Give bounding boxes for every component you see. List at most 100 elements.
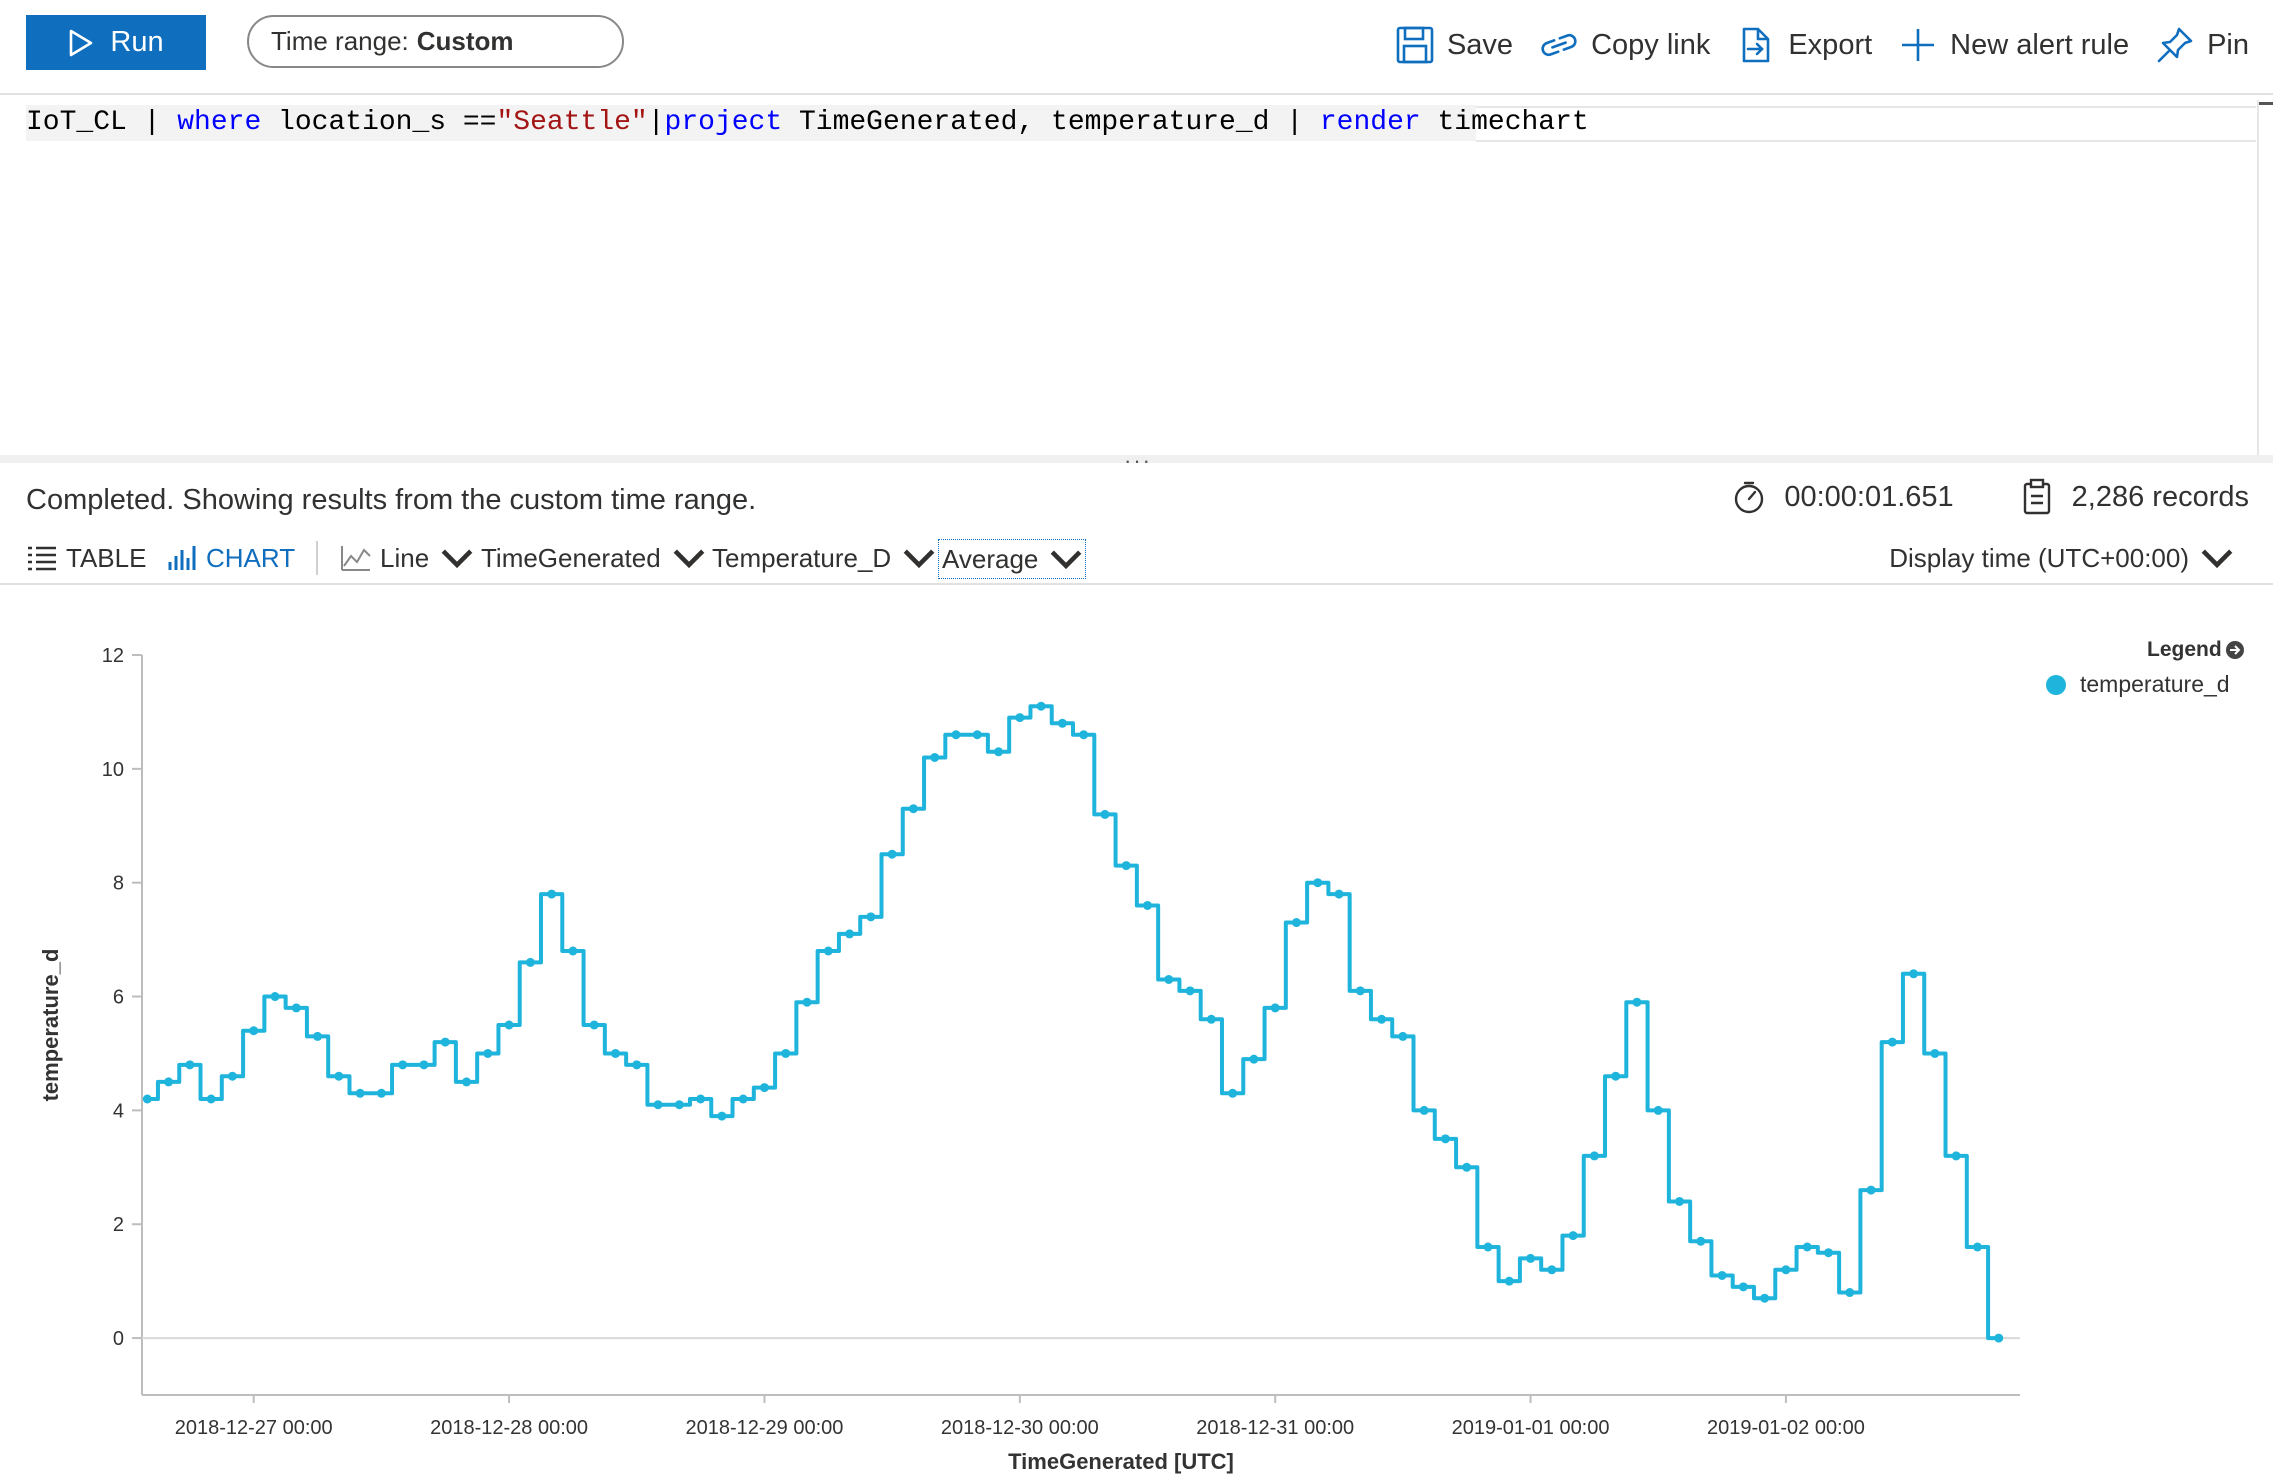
data-point[interactable] (1802, 1242, 1812, 1252)
data-point[interactable] (270, 992, 280, 1002)
data-point[interactable] (1419, 1105, 1429, 1115)
data-point[interactable] (547, 889, 557, 899)
x-column-dropdown[interactable]: TimeGenerated (481, 539, 705, 577)
data-point[interactable] (696, 1094, 706, 1104)
data-point[interactable] (738, 1094, 748, 1104)
data-point[interactable] (249, 1026, 259, 1036)
data-point[interactable] (1015, 713, 1025, 723)
data-point[interactable] (1547, 1265, 1557, 1275)
data-point[interactable] (1249, 1054, 1259, 1064)
series-line-temperature_d[interactable] (147, 704, 1999, 1341)
data-point[interactable] (1185, 986, 1195, 996)
data-point[interactable] (930, 752, 940, 762)
data-point[interactable] (1930, 1048, 1940, 1058)
data-point[interactable] (845, 929, 855, 939)
data-point[interactable] (1462, 1162, 1472, 1172)
chart-type-dropdown[interactable]: Line (340, 539, 473, 577)
data-point[interactable] (1036, 701, 1046, 711)
query-editor[interactable] (0, 95, 2273, 457)
data-point[interactable] (589, 1020, 599, 1030)
data-point[interactable] (1398, 1031, 1408, 1041)
data-point[interactable] (1504, 1276, 1514, 1286)
data-point[interactable] (525, 957, 535, 967)
data-point[interactable] (1270, 1003, 1280, 1013)
data-point[interactable] (355, 1088, 365, 1098)
data-point[interactable] (781, 1048, 791, 1058)
new-alert-rule-button[interactable]: New alert rule (1898, 25, 2129, 65)
data-point[interactable] (483, 1048, 493, 1058)
data-point[interactable] (568, 946, 578, 956)
data-point[interactable] (376, 1088, 386, 1098)
editor-scrollbar[interactable] (2257, 100, 2273, 455)
data-point[interactable] (1334, 889, 1344, 899)
data-point[interactable] (994, 747, 1004, 757)
data-point[interactable] (1121, 861, 1131, 871)
data-point[interactable] (1760, 1293, 1770, 1303)
data-point[interactable] (1100, 809, 1110, 819)
data-point[interactable] (887, 849, 897, 859)
data-point[interactable] (951, 730, 961, 740)
copy-link-button[interactable]: Copy link (1539, 25, 1710, 65)
data-point[interactable] (1291, 918, 1301, 928)
data-point[interactable] (1313, 878, 1323, 888)
data-point[interactable] (632, 1060, 642, 1070)
data-point[interactable] (1440, 1134, 1450, 1144)
export-button[interactable]: Export (1736, 25, 1872, 65)
data-point[interactable] (291, 1003, 301, 1013)
data-point[interactable] (1845, 1288, 1855, 1298)
y-column-dropdown[interactable]: Temperature_D (712, 539, 935, 577)
data-point[interactable] (227, 1071, 237, 1081)
data-point[interactable] (1696, 1236, 1706, 1246)
data-point[interactable] (1079, 730, 1089, 740)
tab-chart[interactable]: CHART (166, 539, 295, 577)
data-point[interactable] (1143, 900, 1153, 910)
data-point[interactable] (1653, 1105, 1663, 1115)
data-point[interactable] (504, 1020, 514, 1030)
data-point[interactable] (1377, 1014, 1387, 1024)
data-point[interactable] (1483, 1242, 1493, 1252)
data-point[interactable] (440, 1037, 450, 1047)
legend-toggle[interactable]: Legend (2147, 638, 2245, 662)
data-point[interactable] (1781, 1265, 1791, 1275)
data-point[interactable] (1526, 1253, 1536, 1263)
data-point[interactable] (1738, 1282, 1748, 1292)
data-point[interactable] (313, 1031, 323, 1041)
data-point[interactable] (185, 1060, 195, 1070)
data-point[interactable] (142, 1094, 152, 1104)
data-point[interactable] (206, 1094, 216, 1104)
data-point[interactable] (1057, 718, 1067, 728)
data-point[interactable] (1611, 1071, 1621, 1081)
data-point[interactable] (1228, 1088, 1238, 1098)
data-point[interactable] (866, 912, 876, 922)
data-point[interactable] (419, 1060, 429, 1070)
data-point[interactable] (1994, 1333, 2004, 1343)
data-point[interactable] (1823, 1248, 1833, 1258)
data-point[interactable] (1887, 1037, 1897, 1047)
data-point[interactable] (1589, 1151, 1599, 1161)
data-point[interactable] (1972, 1242, 1982, 1252)
aggregation-dropdown[interactable]: Average (938, 539, 1087, 579)
data-point[interactable] (653, 1100, 663, 1110)
save-button[interactable]: Save (1395, 25, 1513, 65)
tab-table[interactable]: TABLE (26, 539, 146, 577)
data-point[interactable] (972, 730, 982, 740)
time-range-picker[interactable]: Time range: Custom (247, 15, 624, 68)
pin-button[interactable]: Pin (2155, 25, 2249, 65)
data-point[interactable] (1206, 1014, 1216, 1024)
data-point[interactable] (1632, 997, 1642, 1007)
data-point[interactable] (462, 1077, 472, 1087)
data-point[interactable] (759, 1083, 769, 1093)
data-point[interactable] (1568, 1231, 1578, 1241)
data-point[interactable] (1866, 1185, 1876, 1195)
data-point[interactable] (1355, 986, 1365, 996)
data-point[interactable] (398, 1060, 408, 1070)
display-time-dropdown[interactable]: Display time (UTC+00:00) (1889, 539, 2233, 577)
data-point[interactable] (1164, 974, 1174, 984)
data-point[interactable] (1675, 1196, 1685, 1206)
query-text[interactable]: IoT_CL | where location_s =="Seattle"|pr… (26, 105, 1589, 141)
data-point[interactable] (334, 1071, 344, 1081)
data-point[interactable] (1951, 1151, 1961, 1161)
run-button[interactable]: Run (26, 15, 206, 70)
data-point[interactable] (802, 997, 812, 1007)
pane-splitter[interactable] (0, 455, 2273, 463)
